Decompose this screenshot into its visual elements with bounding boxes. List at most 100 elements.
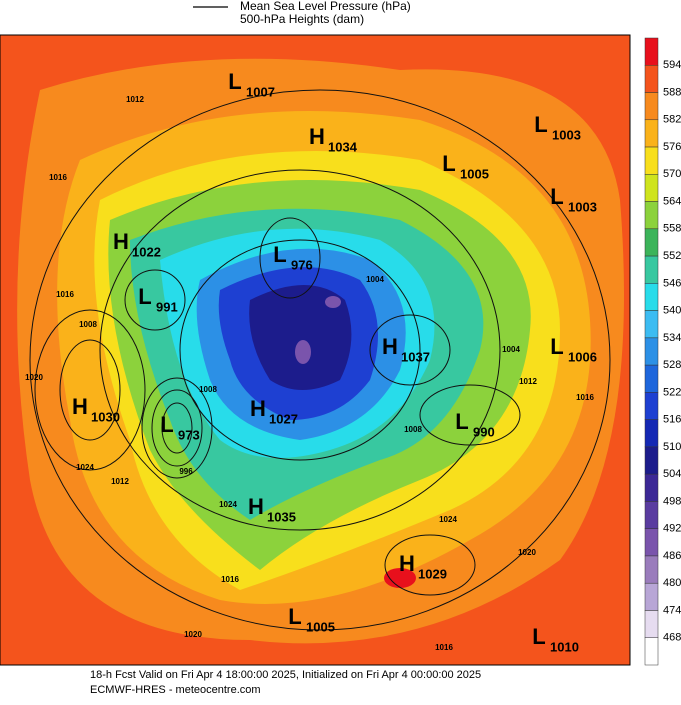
- colorbar-label: 558: [663, 223, 681, 235]
- colorbar-label: 552: [663, 250, 681, 262]
- colorbar-box: [644, 65, 659, 93]
- colorbar-box: [644, 337, 659, 366]
- colorbar-label: 588: [663, 86, 681, 98]
- isobar-label: 1012: [111, 477, 129, 486]
- isobar-label: 1024: [439, 515, 457, 524]
- colorbar-box: [644, 501, 659, 529]
- center-letter: H: [309, 124, 325, 149]
- colorbar-box: [644, 610, 659, 638]
- center-letter: L: [455, 409, 468, 434]
- colorbar-label: 510: [663, 441, 681, 453]
- colorbar-box: [644, 92, 659, 121]
- isobar-label: 1016: [49, 173, 67, 182]
- map-field: [0, 35, 630, 665]
- isobar-label: 996: [179, 467, 193, 476]
- center-letter: L: [550, 334, 563, 359]
- footer-text: 18-h Fcst Valid on Fri Apr 4 18:00:00 20…: [90, 669, 481, 681]
- colorbar-label: 504: [663, 468, 681, 480]
- colorbar-box: [644, 174, 659, 202]
- colorbar-label: 594: [663, 59, 681, 71]
- center-letter: L: [532, 624, 545, 649]
- center-pressure: 1030: [91, 409, 120, 424]
- colorbar-box: [644, 146, 659, 175]
- center-letter: H: [250, 396, 266, 421]
- colorbar-box: [644, 473, 659, 502]
- colorbar-label: 516: [663, 414, 681, 426]
- center-pressure: 990: [473, 424, 495, 439]
- colorbar-box: [644, 392, 659, 420]
- colorbar-box: [644, 637, 659, 666]
- center-letter: H: [72, 394, 88, 419]
- isobar-label: 1012: [126, 95, 144, 104]
- colorbar-box: [644, 555, 659, 584]
- center-letter: H: [399, 551, 415, 576]
- center-pressure: 991: [156, 299, 178, 314]
- center-pressure: 1005: [460, 166, 489, 181]
- colorbar-box: [644, 283, 659, 311]
- isobar-label: 1004: [366, 275, 384, 284]
- center-letter: H: [248, 494, 264, 519]
- isobar-label: 1008: [404, 425, 422, 434]
- colorbar-box: [644, 582, 659, 611]
- isobar-label: 1020: [184, 630, 202, 639]
- colorbar-box: [644, 419, 659, 448]
- isobar-label: 1016: [435, 643, 453, 652]
- colorbar-label: 564: [663, 195, 681, 207]
- center-pressure: 1007: [246, 84, 275, 99]
- isobar-label: 1020: [518, 548, 536, 557]
- colorbar-box: [644, 228, 659, 257]
- map-frame: [0, 34, 631, 666]
- colorbar-box: [644, 364, 659, 393]
- footer-text: ECMWF-HRES - meteocentre.com: [90, 684, 261, 696]
- center-pressure: 1006: [568, 349, 597, 364]
- isobar-label: 1016: [221, 575, 239, 584]
- isobar-label: 1024: [76, 463, 94, 472]
- isobar-label: 1008: [199, 385, 217, 394]
- colorbar-label: 540: [663, 305, 681, 317]
- center-letter: H: [113, 229, 129, 254]
- center-letter: L: [228, 69, 241, 94]
- colorbar-label: 474: [663, 604, 681, 616]
- isobar-label: 1012: [519, 377, 537, 386]
- colorbar-label: 522: [663, 386, 681, 398]
- colorbar-box: [644, 528, 659, 557]
- isobar-label: 1008: [79, 320, 97, 329]
- isobar-label: 1004: [502, 345, 520, 354]
- center-pressure: 1010: [550, 639, 579, 654]
- colorbar-box: [644, 201, 659, 230]
- colorbar-label: 492: [663, 523, 681, 535]
- colorbar-label: 570: [663, 168, 681, 180]
- isobar-label: 1020: [25, 373, 43, 382]
- center-pressure: 1003: [552, 127, 581, 142]
- center-letter: L: [273, 242, 286, 267]
- colorbar-box: [644, 446, 659, 475]
- legend-text: Mean Sea Level Pressure (hPa): [240, 0, 411, 13]
- colorbar-box: [644, 255, 659, 284]
- colorbar-label: 534: [663, 332, 681, 344]
- colorbar-label: 498: [663, 495, 681, 507]
- center-letter: L: [442, 151, 455, 176]
- center-letter: L: [534, 112, 547, 137]
- colorbar-label: 480: [663, 577, 681, 589]
- colorbar-label: 528: [663, 359, 681, 371]
- isobar-label: 1016: [576, 393, 594, 402]
- center-letter: L: [288, 604, 301, 629]
- colorbar-box: [644, 37, 659, 66]
- colorbar-label: 468: [663, 632, 681, 644]
- center-letter: L: [138, 284, 151, 309]
- isobar-label: 1016: [56, 290, 74, 299]
- center-letter: H: [382, 334, 398, 359]
- legend-text: 500-hPa Heights (dam): [240, 12, 364, 26]
- colorbar-label: 576: [663, 141, 681, 153]
- center-pressure: 1027: [269, 411, 298, 426]
- isobar-label: 1024: [219, 500, 237, 509]
- colorbar-label: 582: [663, 114, 681, 126]
- center-pressure: 1037: [401, 349, 430, 364]
- center-pressure: 1034: [328, 139, 358, 154]
- colorbar-box: [644, 119, 659, 148]
- center-pressure: 1005: [306, 619, 335, 634]
- center-pressure: 976: [291, 257, 313, 272]
- center-pressure: 1003: [568, 199, 597, 214]
- center-letter: L: [160, 412, 173, 437]
